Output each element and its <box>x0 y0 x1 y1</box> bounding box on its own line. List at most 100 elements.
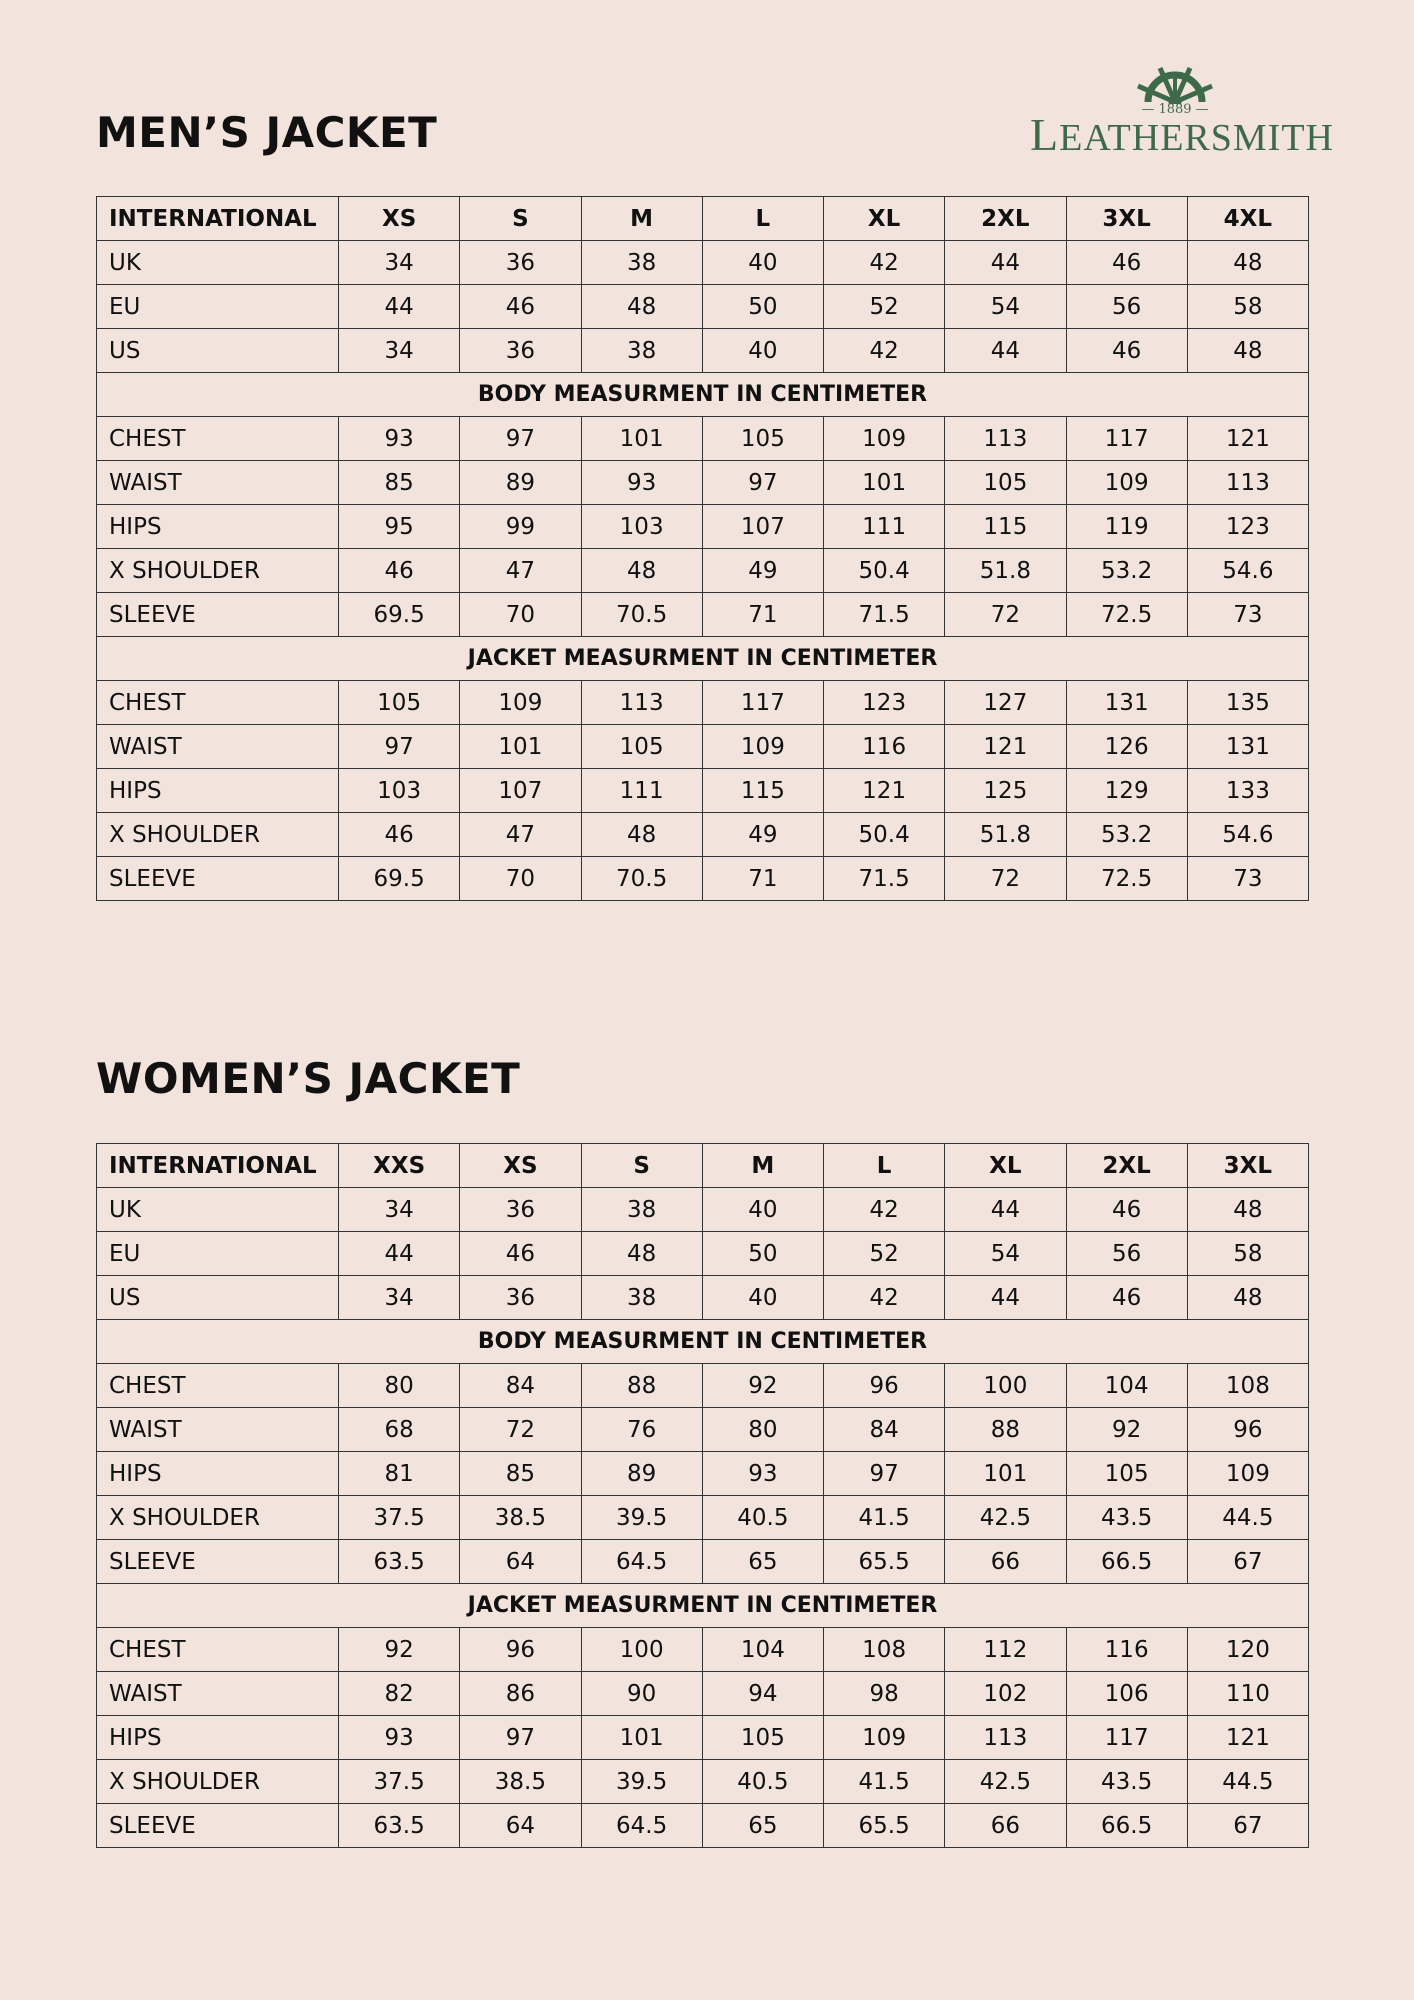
row-label: CHEST <box>96 1627 339 1672</box>
row-label: SLEEVE <box>96 1803 339 1848</box>
cell: 96 <box>459 1627 582 1672</box>
brand-name: LEATHERSMITH <box>1030 109 1334 160</box>
cell: 40 <box>701 240 825 285</box>
cell: 100 <box>580 1627 703 1672</box>
row-label: INTERNATIONAL <box>96 196 339 241</box>
cell: 66.5 <box>1065 1539 1188 1584</box>
cell: 117 <box>701 680 825 725</box>
cell: 36 <box>459 240 582 285</box>
cell: 111 <box>822 504 946 549</box>
cell: 126 <box>1065 724 1188 769</box>
cell: 131 <box>1186 724 1310 769</box>
cell: 88 <box>944 1407 1067 1452</box>
cell: 123 <box>822 680 946 725</box>
cell: 42 <box>822 1275 946 1320</box>
row-label: WAIST <box>96 724 339 769</box>
cell: 46 <box>1065 1275 1188 1320</box>
row-label: CHEST <box>96 416 339 461</box>
table-row: CHEST 80 84 88 92 96 100 104 108 <box>96 1363 1310 1408</box>
row-label: CHEST <box>96 1363 339 1408</box>
cell: 95 <box>337 504 461 549</box>
cell: 50.4 <box>822 548 946 593</box>
cell: 71 <box>701 592 825 637</box>
cell: 69.5 <box>337 856 461 901</box>
table-row: SLEEVE 63.5 64 64.5 65 65.5 66 66.5 67 <box>96 1539 1310 1584</box>
cell: 44 <box>337 284 461 329</box>
cell: 50.4 <box>822 812 946 857</box>
cell: 44 <box>944 1187 1067 1232</box>
cell: 71.5 <box>822 856 946 901</box>
row-label: HIPS <box>96 1451 339 1496</box>
cell: 92 <box>701 1363 825 1408</box>
jacket-section-title: JACKET MEASURMENT IN CENTIMETER <box>96 1583 1309 1628</box>
cell: 92 <box>337 1627 461 1672</box>
cell: 86 <box>459 1671 582 1716</box>
cell: 54 <box>944 284 1067 329</box>
womens-jacket-title: WOMEN’S JACKET <box>96 1054 521 1103</box>
cell: 36 <box>459 1187 582 1232</box>
table-row: HIPS 95 99 103 107 111 115 119 123 <box>96 504 1310 549</box>
cell: 106 <box>1065 1671 1188 1716</box>
cell: 72.5 <box>1065 856 1188 901</box>
cell: 82 <box>337 1671 461 1716</box>
cell: 52 <box>822 284 946 329</box>
cell: 39.5 <box>580 1759 703 1804</box>
cell: 42 <box>822 1187 946 1232</box>
cell: 42.5 <box>944 1759 1067 1804</box>
table-row: US 34 36 38 40 42 44 46 48 <box>96 328 1310 373</box>
cell: 105 <box>701 1715 825 1760</box>
cell: 48 <box>1186 1275 1310 1320</box>
cell: 104 <box>701 1627 825 1672</box>
cell: 56 <box>1065 1231 1188 1276</box>
cell: 109 <box>1065 460 1188 505</box>
cell: XL <box>822 196 946 241</box>
cell: 113 <box>944 416 1067 461</box>
cell: 97 <box>459 1715 582 1760</box>
cell: 48 <box>1186 1187 1310 1232</box>
row-label: INTERNATIONAL <box>96 1143 339 1188</box>
table-row: HIPS 81 85 89 93 97 101 105 109 <box>96 1451 1310 1496</box>
cell: 42 <box>822 240 946 285</box>
mens-jacket-title: MEN’S JACKET <box>96 108 438 157</box>
table-row: WAIST 82 86 90 94 98 102 106 110 <box>96 1671 1310 1716</box>
cell: 98 <box>822 1671 946 1716</box>
cell: 63.5 <box>337 1539 461 1584</box>
cell: 99 <box>459 504 582 549</box>
cell: 101 <box>944 1451 1067 1496</box>
cell: 46 <box>337 548 461 593</box>
cell: 67 <box>1186 1803 1310 1848</box>
table-row: SLEEVE 69.5 70 70.5 71 71.5 72 72.5 73 <box>96 856 1310 901</box>
row-label: HIPS <box>96 1715 339 1760</box>
cell: 38 <box>580 240 703 285</box>
cell: 48 <box>1186 240 1310 285</box>
cell: 81 <box>337 1451 461 1496</box>
cell: 71.5 <box>822 592 946 637</box>
row-label: EU <box>96 1231 339 1276</box>
cell: 53.2 <box>1065 812 1188 857</box>
cell: 90 <box>580 1671 703 1716</box>
cell: 121 <box>944 724 1067 769</box>
cell: 46 <box>1065 240 1188 285</box>
cell: 72.5 <box>1065 592 1188 637</box>
cell: 49 <box>701 548 825 593</box>
cell: 66 <box>944 1539 1067 1584</box>
cell: 129 <box>1065 768 1188 813</box>
cell: 44.5 <box>1186 1495 1310 1540</box>
cell: 105 <box>944 460 1067 505</box>
cell: 46 <box>1065 328 1188 373</box>
cell: 50 <box>701 1231 825 1276</box>
cell: 113 <box>1186 460 1310 505</box>
table-row: CHEST 105 109 113 117 123 127 131 135 <box>96 680 1310 725</box>
cell: 64 <box>459 1803 582 1848</box>
cell: 109 <box>822 1715 946 1760</box>
cell: 117 <box>1065 416 1188 461</box>
cell: 67 <box>1186 1539 1310 1584</box>
cell: 66.5 <box>1065 1803 1188 1848</box>
row-label: UK <box>96 240 339 285</box>
cell: 104 <box>1065 1363 1188 1408</box>
cell: 46 <box>337 812 461 857</box>
table-row: UK 34 36 38 40 42 44 46 48 <box>96 240 1310 285</box>
cell: 40 <box>701 328 825 373</box>
cell: 39.5 <box>580 1495 703 1540</box>
cell: 44 <box>944 240 1067 285</box>
